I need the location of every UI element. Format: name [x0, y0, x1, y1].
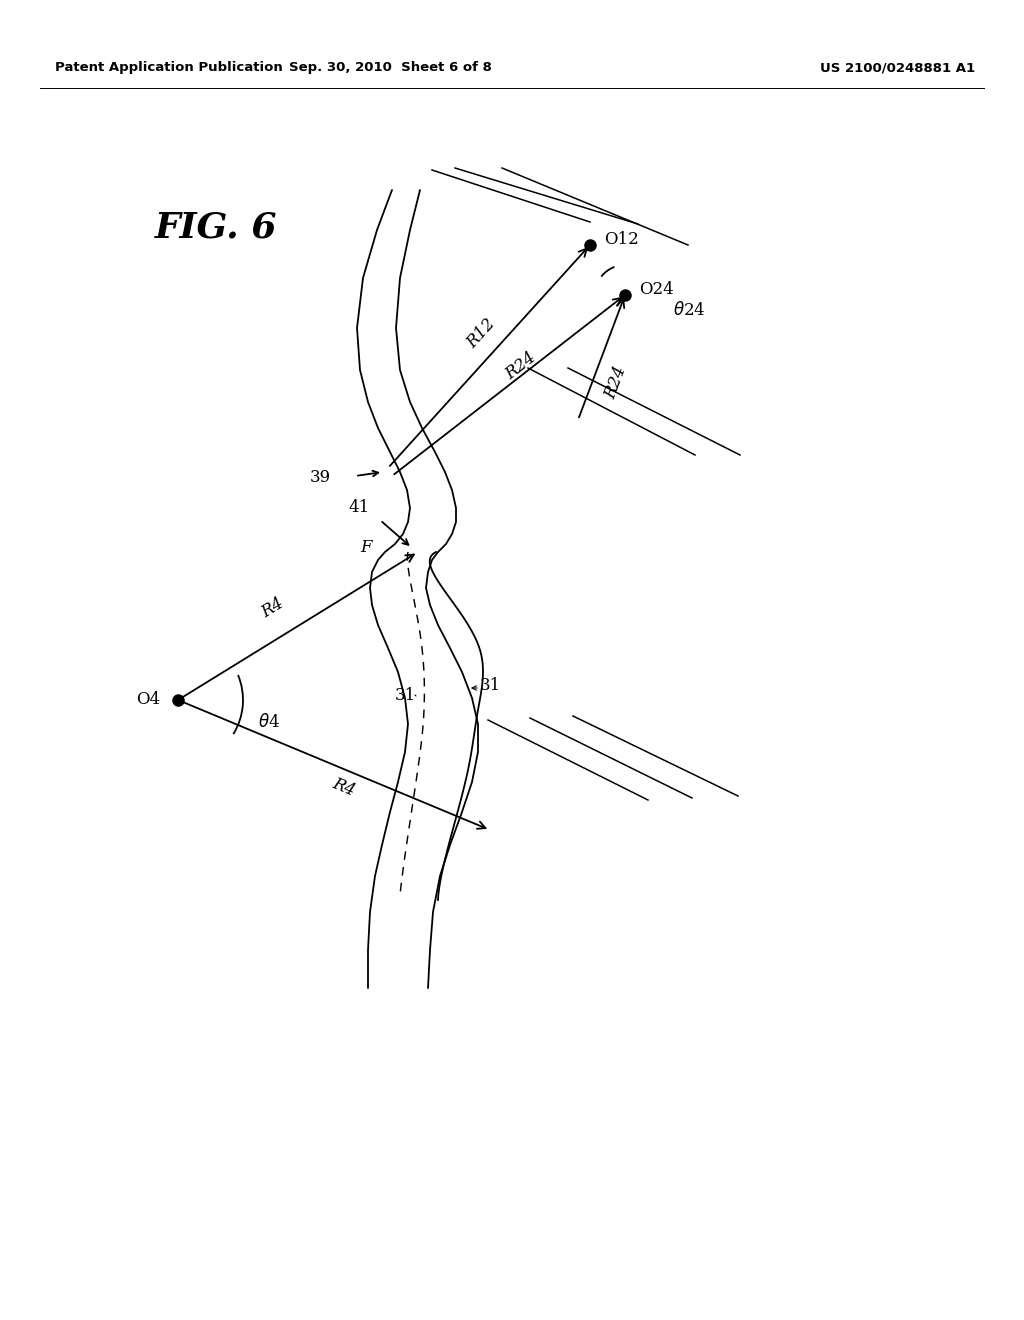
Text: O4: O4 — [136, 692, 160, 709]
Text: 41: 41 — [348, 499, 370, 516]
Text: $\theta$24: $\theta$24 — [673, 301, 706, 319]
Text: R24: R24 — [602, 363, 630, 401]
Text: 31: 31 — [480, 676, 502, 693]
Text: O24: O24 — [639, 281, 674, 297]
Text: 31: 31 — [395, 686, 416, 704]
Text: R24: R24 — [502, 350, 539, 384]
Text: F: F — [360, 540, 372, 557]
Text: US 2100/0248881 A1: US 2100/0248881 A1 — [820, 62, 975, 74]
Text: FIG. 6: FIG. 6 — [155, 210, 278, 244]
Text: 39: 39 — [310, 470, 331, 487]
Text: Sep. 30, 2010  Sheet 6 of 8: Sep. 30, 2010 Sheet 6 of 8 — [289, 62, 492, 74]
Text: R12: R12 — [464, 315, 499, 351]
Text: R4: R4 — [330, 775, 358, 800]
Text: Patent Application Publication: Patent Application Publication — [55, 62, 283, 74]
Text: $\theta$4: $\theta$4 — [258, 713, 280, 731]
Text: O12: O12 — [604, 231, 639, 248]
Text: R4: R4 — [259, 594, 288, 620]
